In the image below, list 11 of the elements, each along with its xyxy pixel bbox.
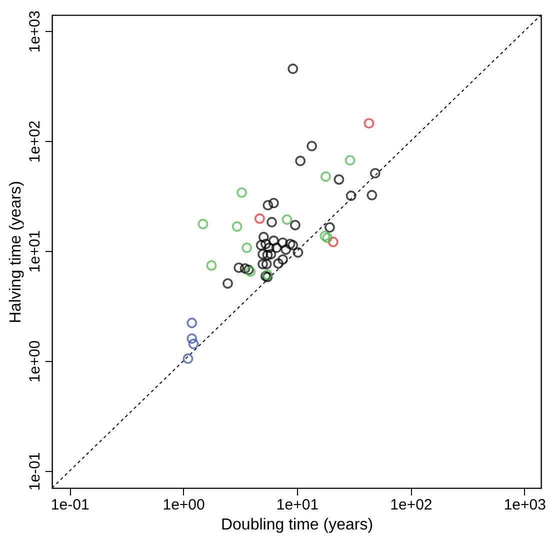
y-tick-label: 1e+00 [26,340,44,383]
x-tick-label: 1e+00 [162,496,205,514]
y-tick-label: 1e+01 [26,230,44,273]
y-axis-title: Halving time (years) [8,180,24,324]
x-tick-label: 1e-01 [50,496,90,514]
x-tick-label: 1e+01 [276,496,319,514]
y-tick-label: 1e+03 [26,10,44,53]
y-tick-label: 1e+02 [26,120,44,163]
x-tick-label: 1e+03 [504,496,546,514]
x-tick-label: 1e+02 [390,496,432,514]
x-axis-title: Doubling time (years) [220,516,374,534]
